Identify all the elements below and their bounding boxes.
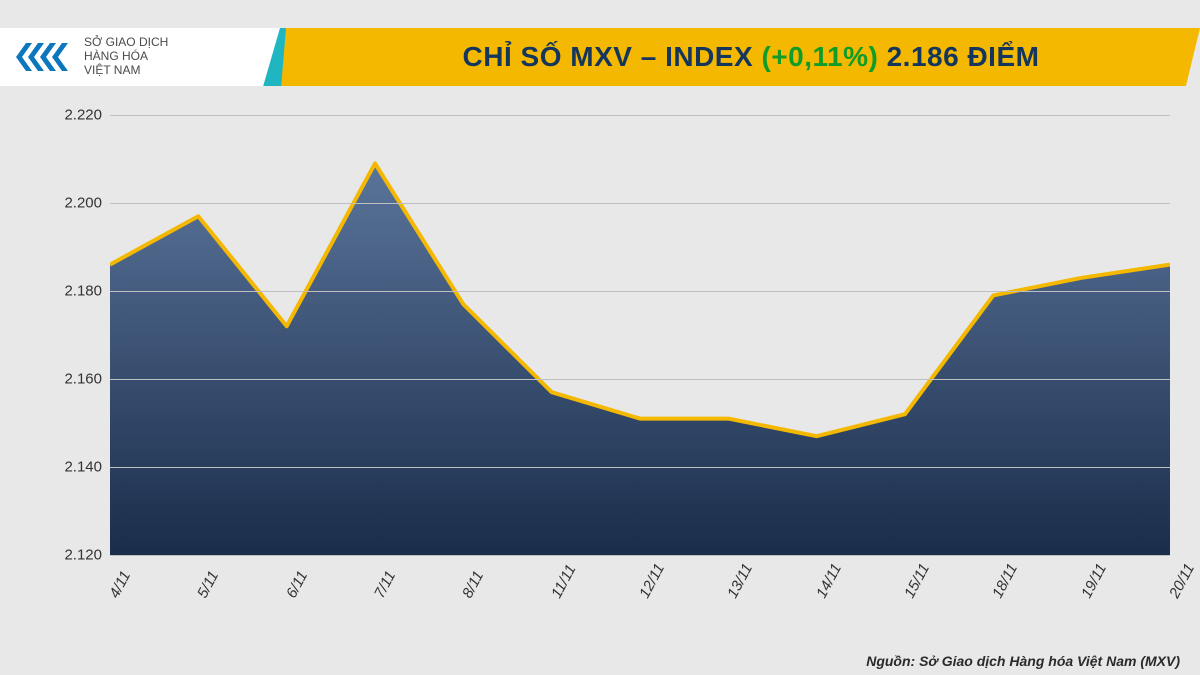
title-prefix: CHỈ SỐ MXV – INDEX — [463, 41, 762, 72]
x-axis-label: 20/11 — [1166, 561, 1200, 603]
y-axis-label: 2.160 — [50, 371, 102, 388]
y-axis-label: 2.140 — [50, 459, 102, 476]
x-axis-label: 7/11 — [371, 568, 402, 602]
grid-line — [110, 467, 1170, 468]
y-axis-label: 2.200 — [50, 195, 102, 212]
x-axis-label: 5/11 — [194, 568, 225, 602]
logo-text: SỞ GIAO DỊCH HÀNG HÓA VIỆT NAM — [84, 36, 168, 77]
header-banner: SỞ GIAO DỊCH HÀNG HÓA VIỆT NAM CHỈ SỐ MX… — [0, 28, 1200, 86]
y-axis-label: 2.220 — [50, 107, 102, 124]
y-axis-label: 2.120 — [50, 547, 102, 564]
logo-line-3: VIỆT NAM — [84, 64, 168, 78]
logo-line-2: HÀNG HÓA — [84, 50, 168, 64]
title-points: 2.186 ĐIỂM — [887, 41, 1040, 72]
chart-title: CHỈ SỐ MXV – INDEX (+0,11%) 2.186 ĐIỂM — [463, 41, 1040, 73]
x-axis-label: 13/11 — [724, 561, 759, 603]
title-banner: CHỈ SỐ MXV – INDEX (+0,11%) 2.186 ĐIỂM — [262, 28, 1200, 86]
area-chart — [110, 115, 1170, 555]
x-axis-label: 6/11 — [283, 568, 314, 602]
x-axis-label: 11/11 — [548, 562, 582, 603]
x-axis-label: 12/11 — [636, 561, 671, 603]
mxv-logo-icon — [14, 37, 76, 77]
x-axis-label: 8/11 — [459, 568, 490, 602]
y-axis-label: 2.180 — [50, 283, 102, 300]
x-axis-label: 14/11 — [813, 561, 848, 603]
area-fill — [110, 163, 1170, 555]
grid-line — [110, 291, 1170, 292]
logo-box: SỞ GIAO DỊCH HÀNG HÓA VIỆT NAM — [0, 28, 280, 86]
grid-line — [110, 203, 1170, 204]
x-axis-label: 18/11 — [989, 561, 1024, 603]
source-note: Nguồn: Sở Giao dịch Hàng hóa Việt Nam (M… — [866, 653, 1180, 669]
grid-line — [110, 379, 1170, 380]
x-axis-label: 19/11 — [1078, 561, 1113, 603]
x-axis-label: 4/11 — [106, 568, 137, 602]
title-change: (+0,11%) — [761, 41, 886, 72]
x-axis-label: 15/11 — [901, 561, 936, 603]
chart-area: 2.1202.1402.1602.1802.2002.2204/115/116/… — [50, 115, 1170, 605]
grid-line — [110, 555, 1170, 556]
grid-line — [110, 115, 1170, 116]
